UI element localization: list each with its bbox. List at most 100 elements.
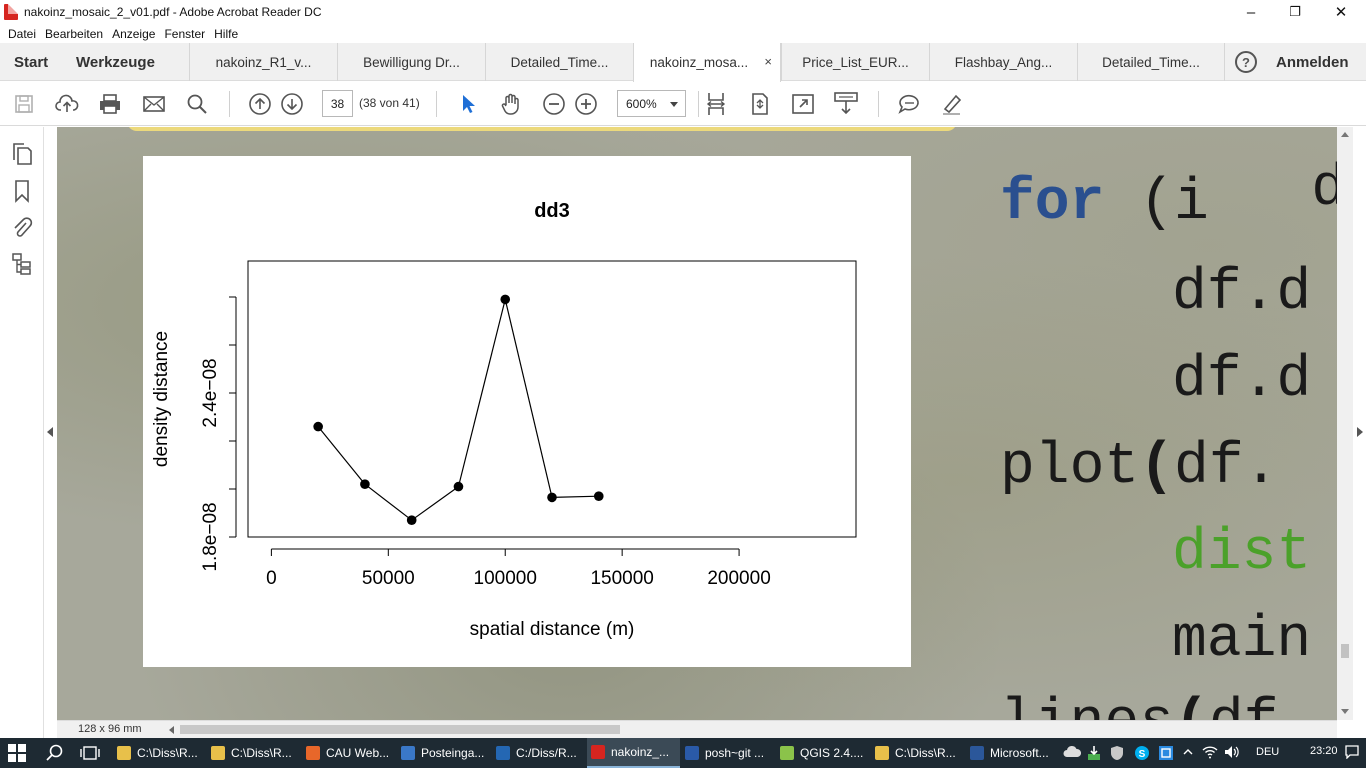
series-line-segment	[551, 495, 599, 498]
bookmark-icon[interactable]	[9, 178, 35, 204]
taskbar-item[interactable]: CAU Web...	[302, 738, 395, 768]
menu-anzeige[interactable]: Anzeige	[112, 26, 156, 41]
taskbar-item[interactable]: Microsoft...	[966, 738, 1059, 768]
data-point	[453, 481, 464, 492]
code-line: lines(df	[1000, 695, 1278, 721]
tab-start[interactable]: Start	[14, 53, 49, 71]
input-language[interactable]: DEU	[1256, 746, 1280, 758]
attachment-icon[interactable]	[9, 214, 35, 240]
chevron-up-icon[interactable]	[1182, 746, 1194, 761]
page-up-icon[interactable]	[247, 91, 273, 117]
vertical-scrollbar[interactable]	[1337, 127, 1353, 720]
windows-taskbar: C:\Diss\R... C:\Diss\R... CAU Web... Postei…	[0, 738, 1366, 768]
doc-tab[interactable]: Detailed_Time...	[1077, 43, 1225, 81]
hand-tool-icon[interactable]	[498, 91, 524, 117]
close-button[interactable]: ✕	[1334, 4, 1348, 21]
download-icon[interactable]	[1087, 745, 1101, 764]
app-icon	[685, 746, 699, 760]
fullscreen-icon[interactable]	[790, 91, 816, 117]
doc-tab[interactable]: Bewilligung Dr...	[337, 43, 485, 81]
app-icon	[211, 746, 225, 760]
highlight-box	[127, 127, 957, 131]
page-down-icon[interactable]	[279, 91, 305, 117]
title-bar: nakoinz_mosaic_2_v01.pdf - Adobe Acrobat…	[0, 0, 1366, 24]
minimize-button[interactable]: –	[1246, 3, 1256, 21]
fit-page-icon[interactable]	[747, 91, 773, 117]
windows-start-icon[interactable]	[8, 738, 26, 768]
maximize-button[interactable]: ❐	[1289, 4, 1301, 19]
collapse-left-panel-icon[interactable]	[47, 427, 53, 437]
mail-icon[interactable]	[141, 91, 167, 117]
print-icon[interactable]	[97, 91, 123, 117]
search-icon[interactable]	[184, 91, 210, 117]
data-point	[547, 492, 557, 503]
highlight-pen-icon[interactable]	[939, 91, 965, 117]
page-number-input[interactable]: 38	[322, 90, 353, 117]
app-icon	[970, 746, 984, 760]
menu-fenster[interactable]: Fenster	[164, 26, 206, 41]
doc-tab-label: Bewilligung Dr...	[363, 54, 460, 70]
taskbar-item[interactable]: C:\Diss\R...	[871, 738, 964, 768]
taskbar-item[interactable]: nakoinz_...	[587, 738, 680, 768]
cloud-upload-icon[interactable]	[54, 91, 80, 117]
task-view-icon[interactable]	[80, 738, 100, 768]
notification-icon[interactable]	[1345, 745, 1359, 762]
help-icon[interactable]: ?	[1235, 51, 1257, 73]
save-icon[interactable]	[11, 91, 37, 117]
zoom-out-icon[interactable]	[541, 91, 567, 117]
code-line: for (i	[1000, 171, 1209, 236]
network-share-icon[interactable]	[1158, 745, 1174, 764]
select-cursor-icon[interactable]	[455, 91, 481, 117]
app-icon	[496, 746, 510, 760]
collapse-right-panel-icon[interactable]	[1357, 427, 1363, 437]
menu-datei[interactable]: Datei	[8, 26, 37, 41]
scroll-up-icon[interactable]	[1341, 132, 1349, 137]
y-axis-label: density distance	[151, 331, 172, 467]
scroll-down-icon[interactable]	[1341, 709, 1349, 714]
scroll-left-icon[interactable]	[169, 726, 174, 734]
taskbar-item-label: posh~git ...	[705, 746, 765, 760]
structure-tree-icon[interactable]	[9, 251, 35, 277]
doc-tab-label: Flashbay_Ang...	[954, 54, 1053, 70]
data-point	[360, 479, 370, 490]
wifi-icon[interactable]	[1202, 745, 1218, 762]
doc-tab[interactable]: Detailed_Time...	[485, 43, 633, 81]
doc-tab-label: Detailed_Time...	[1102, 54, 1200, 70]
taskbar-item-label: C:\Diss\R...	[231, 746, 292, 760]
tab-close-icon[interactable]: ×	[764, 54, 772, 69]
doc-tab-active[interactable]: nakoinz_mosa... ×	[633, 43, 781, 82]
tab-tools[interactable]: Werkzeuge	[76, 53, 155, 71]
app-icon	[780, 746, 794, 760]
taskbar-item[interactable]: C:/Diss/R...	[492, 738, 585, 768]
zoom-select[interactable]: 600%	[617, 90, 686, 117]
search-icon[interactable]	[46, 738, 64, 768]
scroll-thumb[interactable]	[1341, 644, 1349, 658]
clock[interactable]: 23:20	[1310, 745, 1338, 757]
taskbar-item[interactable]: C:\Diss\R...	[207, 738, 300, 768]
x-tick-label: 100000	[474, 568, 537, 589]
signin-button[interactable]: Anmelden	[1276, 53, 1349, 71]
menu-hilfe[interactable]: Hilfe	[214, 26, 239, 41]
horizontal-scroll-thumb[interactable]	[180, 725, 620, 734]
doc-tab[interactable]: nakoinz_R1_v...	[189, 43, 337, 81]
shield-icon[interactable]	[1110, 745, 1124, 764]
document-view[interactable]: dz s for (i df.d df.d plot(df. dist main…	[57, 127, 1337, 720]
doc-tab[interactable]: Flashbay_Ang...	[929, 43, 1077, 81]
skype-icon[interactable]: S	[1134, 745, 1150, 764]
taskbar-item[interactable]: QGIS 2.4....	[776, 738, 869, 768]
fit-width-icon[interactable]	[703, 91, 729, 117]
taskbar-item[interactable]: C:\Diss\R...	[113, 738, 206, 768]
page-thumbnails-icon[interactable]	[9, 141, 35, 167]
zoom-in-icon[interactable]	[573, 91, 599, 117]
x-tick-label: 0	[266, 568, 277, 589]
doc-tab[interactable]: Price_List_EUR...	[781, 43, 929, 81]
cloud-icon[interactable]	[1063, 745, 1082, 762]
doc-tab-label: Detailed_Time...	[510, 54, 609, 70]
acrobat-pdf-icon	[4, 4, 18, 20]
volume-icon[interactable]	[1224, 745, 1240, 762]
taskbar-item[interactable]: posh~git ...	[681, 738, 774, 768]
taskbar-item[interactable]: Posteinga...	[397, 738, 490, 768]
comment-icon[interactable]	[896, 91, 922, 117]
scroll-mode-icon[interactable]	[833, 91, 859, 117]
menu-bearbeiten[interactable]: Bearbeiten	[45, 26, 104, 41]
